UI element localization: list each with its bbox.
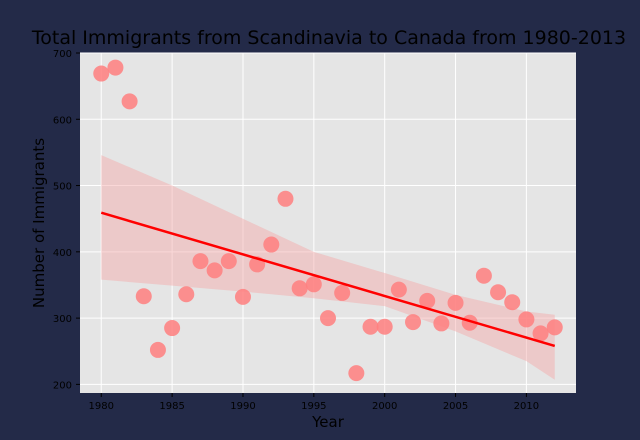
data-point bbox=[376, 318, 393, 335]
y-tick-label: 200 bbox=[53, 380, 72, 391]
data-point bbox=[178, 286, 195, 303]
data-point bbox=[263, 236, 280, 253]
data-point bbox=[447, 294, 464, 311]
y-tick-label: 700 bbox=[53, 49, 72, 60]
data-point bbox=[518, 311, 535, 328]
data-point bbox=[475, 267, 492, 284]
x-tick-label: 1990 bbox=[230, 401, 255, 412]
data-point bbox=[334, 284, 351, 301]
chart-title: Total Immigrants from Scandinavia to Can… bbox=[31, 27, 626, 49]
plot-area bbox=[80, 53, 576, 393]
data-point bbox=[277, 190, 294, 207]
x-axis-label: Year bbox=[311, 413, 345, 431]
x-tick-label: 2000 bbox=[372, 401, 397, 412]
x-tick-label: 1995 bbox=[301, 401, 326, 412]
x-axis-ticks: 1980 1985 1990 1995 2000 2005 2010 bbox=[89, 393, 539, 412]
y-axis-ticks: 200 300 400 500 600 700 bbox=[53, 49, 80, 391]
data-point bbox=[390, 281, 407, 298]
data-point bbox=[433, 315, 450, 332]
data-point bbox=[305, 276, 322, 293]
data-point bbox=[107, 59, 124, 76]
y-tick-label: 300 bbox=[53, 314, 72, 325]
x-tick-label: 2005 bbox=[443, 401, 468, 412]
data-points-layer bbox=[93, 59, 563, 382]
data-point bbox=[234, 288, 251, 305]
data-point bbox=[504, 294, 521, 311]
data-point bbox=[546, 319, 563, 336]
data-point bbox=[220, 253, 237, 270]
data-point bbox=[121, 93, 138, 110]
data-point bbox=[348, 365, 365, 382]
data-point bbox=[490, 284, 507, 301]
data-point bbox=[149, 341, 166, 358]
data-point bbox=[164, 320, 181, 337]
y-tick-label: 500 bbox=[53, 182, 72, 193]
x-tick-label: 1980 bbox=[89, 401, 114, 412]
data-point bbox=[93, 65, 110, 82]
regression-line-layer bbox=[100, 211, 556, 348]
data-point bbox=[192, 253, 209, 270]
x-tick-label: 2010 bbox=[514, 401, 539, 412]
data-point bbox=[320, 310, 336, 327]
y-axis-label: Number of Immigrants bbox=[30, 138, 48, 308]
regression-line bbox=[100, 211, 556, 348]
data-point bbox=[362, 318, 379, 335]
x-tick-label: 1985 bbox=[159, 401, 184, 412]
y-tick-label: 400 bbox=[53, 248, 72, 259]
data-point bbox=[405, 314, 422, 331]
data-point bbox=[419, 292, 436, 309]
y-tick-label: 600 bbox=[53, 115, 72, 126]
data-point bbox=[135, 288, 152, 305]
data-point bbox=[532, 325, 549, 342]
data-point bbox=[206, 262, 223, 279]
data-point bbox=[291, 280, 308, 297]
